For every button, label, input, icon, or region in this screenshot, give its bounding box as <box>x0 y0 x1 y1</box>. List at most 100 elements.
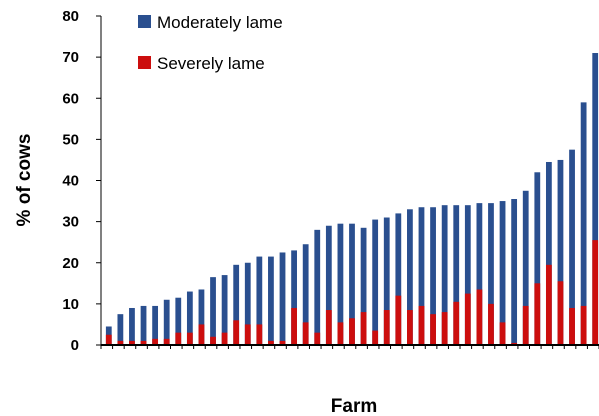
bar-severely-lame <box>198 324 205 345</box>
bar-moderately-lame <box>268 256 274 345</box>
bar-severely-lame <box>592 240 599 345</box>
bar-moderately-lame <box>418 207 425 345</box>
bar-severely-lame <box>430 314 436 345</box>
bar-moderately-lame <box>210 277 216 345</box>
bar-moderately-lame <box>476 203 483 345</box>
bar-moderately-lame <box>152 305 159 345</box>
bar-severely-lame <box>476 289 483 345</box>
bar-severely-lame <box>360 312 367 345</box>
legend-label-moderately-lame: Moderately lame <box>157 13 283 32</box>
bar-severely-lame <box>349 318 355 345</box>
bar-moderately-lame <box>325 225 332 345</box>
bar-moderately-lame <box>163 299 170 345</box>
bar-moderately-lame <box>117 314 124 345</box>
bar-moderately-lame <box>545 161 552 345</box>
y-tick-label: 10 <box>62 296 79 313</box>
bar-severely-lame <box>152 338 159 345</box>
bar-severely-lame <box>534 283 541 345</box>
bar-moderately-lame <box>129 307 135 345</box>
bar-moderately-lame <box>198 289 205 345</box>
bar-severely-lame <box>314 332 321 345</box>
x-axis <box>100 344 599 349</box>
bar-severely-lame <box>233 320 240 345</box>
bars <box>105 53 599 346</box>
y-tick-label: 80 <box>62 8 79 25</box>
y-tick-label: 70 <box>62 49 79 66</box>
bar-moderately-lame <box>372 219 379 345</box>
bar-moderately-lame <box>430 207 436 345</box>
bar-moderately-lame <box>580 102 587 345</box>
bar-moderately-lame <box>256 256 263 345</box>
bar-severely-lame <box>302 322 309 345</box>
bar-moderately-lame <box>349 223 355 345</box>
bar-moderately-lame <box>499 201 506 345</box>
bar-severely-lame <box>268 340 274 345</box>
bar-severely-lame <box>569 307 575 345</box>
y-tick-label: 50 <box>62 131 79 148</box>
bar-severely-lame <box>522 305 529 345</box>
legend-swatch-severely-lame <box>138 56 151 69</box>
bar-severely-lame <box>545 264 552 345</box>
bar-severely-lame <box>163 338 170 345</box>
bar-moderately-lame <box>557 159 564 345</box>
bar-moderately-lame <box>464 205 471 345</box>
bar-moderately-lame <box>221 275 228 345</box>
bar-moderately-lame <box>186 291 193 345</box>
bar-severely-lame <box>453 301 460 345</box>
bar-moderately-lame <box>488 203 494 345</box>
bar-moderately-lame <box>337 223 344 345</box>
y-tick-label: 0 <box>71 337 79 354</box>
bar-severely-lame <box>140 340 147 345</box>
bar-severely-lame <box>105 334 112 345</box>
bar-moderately-lame <box>534 172 541 345</box>
bar-moderately-lame <box>395 213 402 345</box>
bar-moderately-lame <box>592 53 599 345</box>
bar-moderately-lame <box>279 252 286 345</box>
bar-severely-lame <box>580 305 587 345</box>
bar-severely-lame <box>383 310 390 345</box>
bar-moderately-lame <box>314 229 321 345</box>
bar-severely-lame <box>221 332 228 345</box>
y-axis-title: % of cows <box>14 134 35 227</box>
bar-severely-lame <box>291 307 297 345</box>
bar-severely-lame <box>511 342 518 345</box>
y-tick-label: 40 <box>62 173 79 190</box>
y-tick-label: 60 <box>62 90 79 107</box>
bar-severely-lame <box>441 312 448 345</box>
bar-moderately-lame <box>522 190 529 345</box>
bar-moderately-lame <box>291 250 297 345</box>
bar-moderately-lame <box>360 227 367 345</box>
bar-moderately-lame <box>244 262 251 345</box>
bar-severely-lame <box>464 293 471 345</box>
bar-moderately-lame <box>407 209 413 345</box>
bar-severely-lame <box>210 336 216 345</box>
bar-severely-lame <box>117 340 124 345</box>
bar-severely-lame <box>337 322 344 345</box>
bar-severely-lame <box>244 324 251 345</box>
y-axis: 0 10 20 30 40 50 60 70 80 <box>62 8 102 354</box>
bar-severely-lame <box>418 305 425 345</box>
bar-severely-lame <box>372 330 379 345</box>
legend-label-severely-lame: Severely lame <box>157 54 265 73</box>
legend-swatch-moderately-lame <box>138 15 151 28</box>
bar-moderately-lame <box>302 244 309 345</box>
bar-severely-lame <box>395 295 402 345</box>
bar-severely-lame <box>256 324 263 345</box>
bar-moderately-lame <box>233 264 240 345</box>
bar-severely-lame <box>407 310 413 345</box>
bar-severely-lame <box>279 340 286 345</box>
y-tick-label: 20 <box>62 255 79 272</box>
bar-severely-lame <box>488 303 494 346</box>
bar-severely-lame <box>175 332 182 345</box>
bar-moderately-lame <box>441 205 448 345</box>
bar-severely-lame <box>129 340 135 345</box>
bar-moderately-lame <box>175 297 182 345</box>
bar-severely-lame <box>325 310 332 345</box>
legend: Moderately lame Severely lame <box>138 13 283 73</box>
bar-moderately-lame <box>453 205 460 345</box>
bar-moderately-lame <box>511 199 518 345</box>
bar-moderately-lame <box>383 217 390 345</box>
bar-severely-lame <box>557 281 564 345</box>
bar-severely-lame <box>186 332 193 345</box>
